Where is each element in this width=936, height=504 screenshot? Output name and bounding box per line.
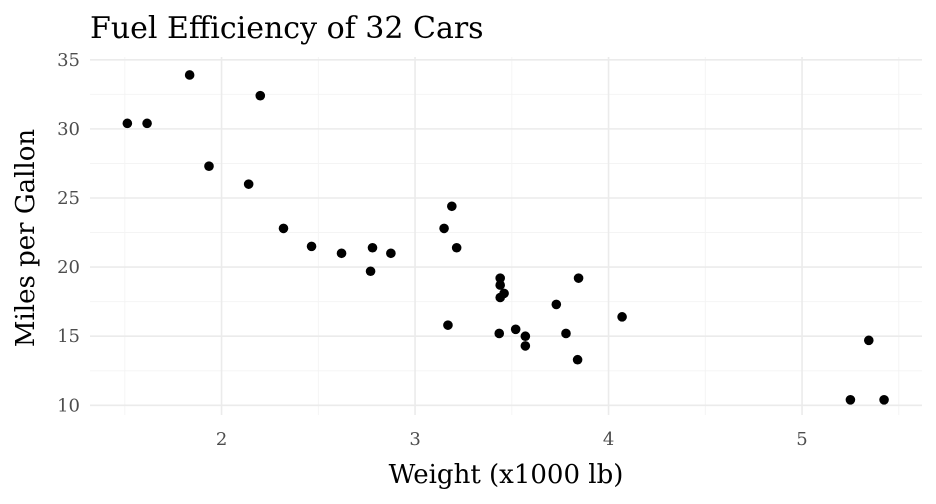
data-point <box>572 354 583 365</box>
x-tick-label: 3 <box>409 429 420 450</box>
data-point <box>561 328 571 339</box>
data-point <box>495 292 505 303</box>
data-point <box>386 248 396 259</box>
data-point <box>879 394 889 405</box>
data-point <box>243 179 254 189</box>
x-axis-ticks: 2 3 4 5 <box>216 429 808 450</box>
data-point <box>439 223 449 234</box>
data-point <box>494 328 505 339</box>
data-point <box>122 118 133 129</box>
data-point <box>204 161 214 171</box>
y-tick-label: 20 <box>57 257 80 278</box>
data-point <box>510 324 521 335</box>
data-point <box>451 242 462 253</box>
data-point <box>365 266 376 277</box>
x-tick-label: 5 <box>796 429 807 450</box>
data-point <box>573 273 584 283</box>
y-tick-label: 35 <box>57 50 80 71</box>
data-point <box>863 335 874 346</box>
data-point <box>520 341 531 351</box>
data-point <box>278 223 289 234</box>
x-axis-title: Weight (x1000 lb) <box>389 460 624 490</box>
data-point <box>495 273 505 283</box>
data-point <box>367 242 378 253</box>
data-point <box>495 280 505 290</box>
data-point <box>845 394 856 405</box>
data-points <box>122 70 889 405</box>
data-point <box>447 201 457 212</box>
data-point <box>336 248 347 259</box>
y-tick-label: 10 <box>57 395 80 416</box>
data-point <box>184 70 195 80</box>
y-tick-label: 25 <box>57 188 80 209</box>
y-axis-title: Miles per Gallon <box>11 129 41 348</box>
data-point <box>617 312 627 322</box>
x-tick-label: 2 <box>216 429 227 450</box>
chart-title: Fuel Efficiency of 32 Cars <box>90 11 484 46</box>
data-point <box>306 241 317 252</box>
y-tick-label: 30 <box>57 119 80 140</box>
y-tick-label: 15 <box>57 326 80 347</box>
x-tick-label: 4 <box>603 429 614 450</box>
data-point <box>551 299 562 310</box>
data-point <box>255 90 266 101</box>
y-axis-ticks: 10 15 20 25 30 35 <box>57 50 80 417</box>
data-point <box>443 320 453 330</box>
grid <box>90 57 922 415</box>
data-point <box>142 118 152 129</box>
data-point <box>520 331 531 342</box>
